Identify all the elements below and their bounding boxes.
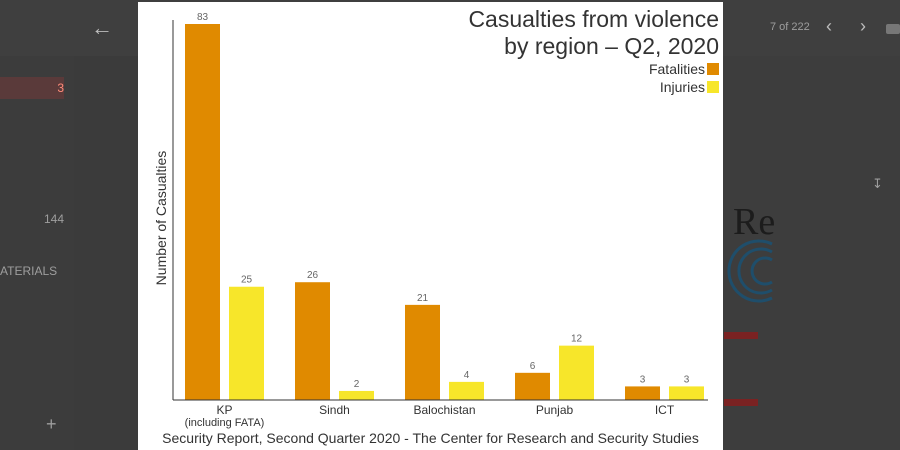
x-tick-label: Punjab <box>536 403 574 417</box>
x-tick-label: KP <box>216 403 232 417</box>
x-tick-label: ICT <box>655 403 675 417</box>
background-page <box>723 56 900 450</box>
chart-legend: Fatalities Injuries <box>649 60 719 96</box>
legend-label-fatalities: Fatalities <box>648 61 705 77</box>
sidebar-item-count[interactable]: 3 <box>0 77 64 99</box>
data-label: 12 <box>571 334 583 345</box>
data-label: 25 <box>241 275 253 286</box>
legend-item-fatalities: Fatalities <box>649 60 719 78</box>
data-label: 4 <box>464 370 470 381</box>
chevron-right-icon: › <box>860 16 866 36</box>
legend-swatch-injuries <box>707 81 719 93</box>
data-label: 2 <box>354 379 360 390</box>
bar-fatalities <box>405 304 440 400</box>
bar-fatalities <box>185 24 220 400</box>
data-label: 3 <box>684 374 690 385</box>
data-label: 6 <box>530 361 536 372</box>
previous-page-button[interactable]: ‹ <box>826 16 832 37</box>
x-tick-label: (including FATA) <box>185 417 265 429</box>
x-tick-label: Sindh <box>319 403 350 417</box>
x-tick-label: Balochistan <box>413 403 475 417</box>
chevron-left-icon: ‹ <box>826 16 832 36</box>
chart-panel: 83 25 KP (including FATA) 26 2 Sindh 21 4 Balochi… <box>138 2 723 450</box>
bar-injuries <box>449 381 484 400</box>
add-icon[interactable]: + <box>46 414 57 434</box>
sidebar-item-materials[interactable]: ATERIALS <box>0 264 58 278</box>
chart-title: Casualties from violence by region – Q2,… <box>468 6 719 59</box>
bar-chart: 83 25 KP(including FATA) 26 2 Sindh 21 4 Balochi… <box>172 12 708 429</box>
sidebar <box>0 56 74 450</box>
bar-fatalities <box>515 372 550 400</box>
background-red-bar <box>724 399 758 406</box>
background-logo-text: Re <box>733 201 776 243</box>
data-label: 3 <box>640 374 646 385</box>
bar-fatalities <box>295 282 330 400</box>
background-red-bar <box>724 332 758 339</box>
arrow-left-icon: ← <box>91 15 113 40</box>
bar-injuries <box>339 390 374 400</box>
bar-injuries <box>669 386 704 400</box>
bar-fatalities <box>625 386 660 400</box>
data-label: 83 <box>197 12 209 23</box>
next-page-button[interactable]: › <box>860 16 866 37</box>
legend-swatch-fatalities <box>707 63 719 75</box>
keyboard-icon[interactable] <box>886 24 900 34</box>
y-axis-label: Number of Casualties <box>153 150 169 286</box>
legend-item-injuries: Injuries <box>649 78 719 96</box>
legend-label-injuries: Injuries <box>659 79 705 95</box>
bar-injuries <box>559 345 594 400</box>
back-button[interactable]: ← <box>88 14 116 42</box>
background-logo-mark <box>727 239 773 303</box>
download-icon[interactable]: ↧ <box>872 176 883 191</box>
sidebar-item-count-secondary[interactable]: 144 <box>43 212 64 226</box>
bar-injuries <box>229 286 264 400</box>
data-label: 26 <box>307 270 319 281</box>
page-counter: 7 of 222 <box>770 21 810 33</box>
chart-source: Security Report, Second Quarter 2020 - T… <box>162 430 699 446</box>
data-label: 21 <box>417 293 429 304</box>
